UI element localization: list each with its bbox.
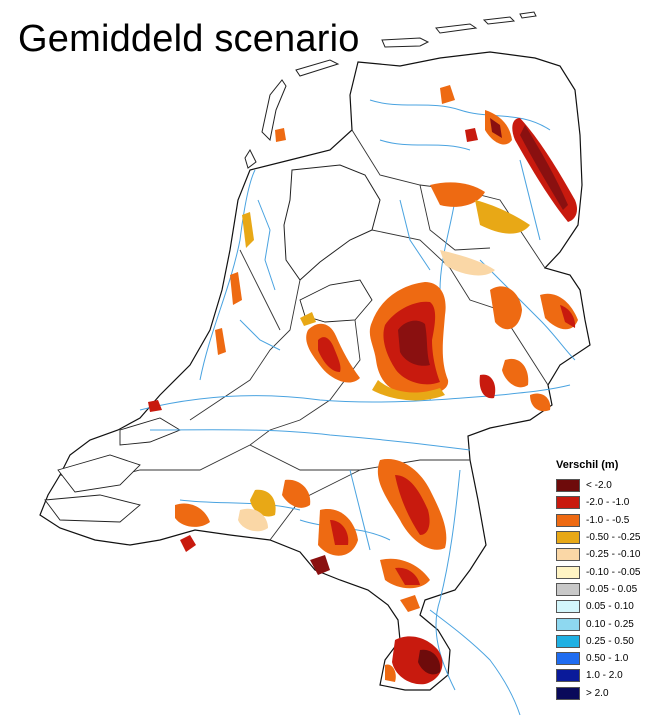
- legend-item: > 2.0: [556, 685, 660, 702]
- legend-label: 0.25 - 0.50: [586, 635, 634, 647]
- legend-item: -0.05 - 0.05: [556, 581, 660, 598]
- legend-item: -0.50 - -0.25: [556, 529, 660, 546]
- legend: Verschil (m) < -2.0 -2.0 - -1.0 -1.0 - -0.…: [556, 459, 660, 717]
- map-title: Gemiddeld scenario: [18, 18, 360, 60]
- legend-label: -0.25 - -0.10: [586, 549, 641, 561]
- legend-swatch: [556, 565, 580, 579]
- legend-swatch: [556, 634, 580, 648]
- ijsselmeer: [283, 164, 381, 281]
- legend-rows: < -2.0 -2.0 - -1.0 -1.0 - -0.5 -0.50 - -0.2…: [556, 477, 660, 702]
- drawdown-areas: [148, 85, 578, 685]
- legend-swatch: [556, 582, 580, 596]
- rivers: [139, 99, 576, 716]
- legend-item: 1.0 - 2.0: [556, 667, 660, 684]
- legend-swatch: [556, 669, 580, 683]
- legend-swatch: [556, 531, 580, 545]
- legend-swatch: [556, 496, 580, 510]
- legend-label: 1.0 - 2.0: [586, 670, 623, 682]
- legend-label: -0.05 - 0.05: [586, 583, 638, 595]
- legend-swatch: [556, 479, 580, 493]
- legend-label: -1.0 - -0.5: [586, 514, 630, 526]
- legend-swatch: [556, 686, 580, 700]
- wadden-islands: [244, 11, 537, 169]
- legend-item: -2.0 - -1.0: [556, 494, 660, 511]
- legend-item: 0.25 - 0.50: [556, 633, 660, 650]
- legend-label: 0.10 - 0.25: [586, 618, 634, 630]
- legend-label: -0.50 - -0.25: [586, 532, 641, 544]
- legend-label: 0.05 - 0.10: [586, 601, 634, 613]
- legend-label: < -2.0: [586, 480, 612, 492]
- legend-label: 0.50 - 1.0: [586, 653, 629, 665]
- legend-item: 0.10 - 0.25: [556, 615, 660, 632]
- legend-title: Verschil (m): [556, 459, 619, 471]
- legend-label: -0.10 - -0.05: [586, 566, 641, 578]
- legend-label: > 2.0: [586, 687, 609, 699]
- legend-item: -0.10 - -0.05: [556, 563, 660, 580]
- legend-item: < -2.0: [556, 477, 660, 494]
- legend-item: -0.25 - -0.10: [556, 546, 660, 563]
- legend-item: 0.50 - 1.0: [556, 650, 660, 667]
- legend-swatch: [556, 513, 580, 527]
- legend-swatch: [556, 600, 580, 614]
- legend-label: -2.0 - -1.0: [586, 497, 630, 509]
- zeeland-islands: [44, 417, 182, 523]
- legend-swatch: [556, 617, 580, 631]
- legend-item: 0.05 - 0.10: [556, 598, 660, 615]
- legend-swatch: [556, 548, 580, 562]
- legend-item: -1.0 - -0.5: [556, 512, 660, 529]
- legend-swatch: [556, 652, 580, 666]
